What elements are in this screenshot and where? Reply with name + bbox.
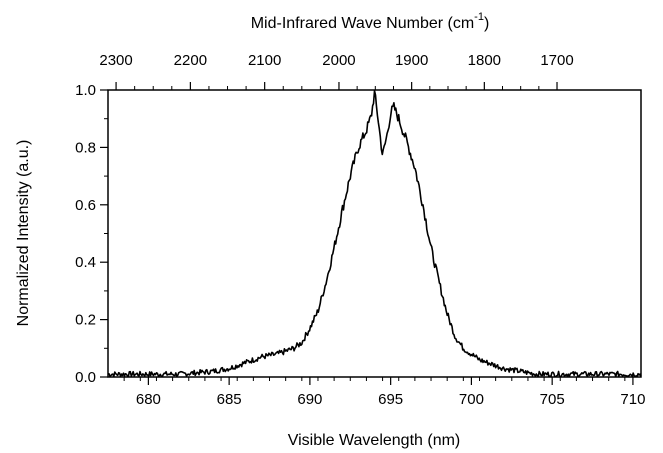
top-tick-label: 2100 (248, 52, 281, 69)
y-tick-label: 0.6 (75, 197, 96, 214)
top-tick-label: 2300 (99, 52, 132, 69)
y-tick-label: 1.0 (75, 82, 96, 99)
y-tick-label: 0.4 (75, 254, 96, 271)
top-axis-title-close: ) (484, 15, 489, 32)
top-tick-label: 2200 (174, 52, 207, 69)
y-axis-title: Normalized Intensity (a.u.) (15, 140, 32, 327)
y-tick-label: 0.8 (75, 139, 96, 156)
y-tick-label: 0.0 (75, 369, 96, 386)
x-tick-label: 700 (459, 391, 484, 408)
x-axis-title: Visible Wavelength (nm) (288, 432, 461, 449)
top-tick-label: 2000 (322, 52, 355, 69)
y-tick-label: 0.2 (75, 312, 96, 329)
x-tick-label: 680 (136, 391, 161, 408)
top-axis-ticks: 2300 2200 2100 2000 1900 1800 1700 (99, 52, 574, 90)
top-axis-title: Mid-Infrared Wave Number (cm-1) (251, 11, 490, 32)
top-axis-title-main: Mid-Infrared Wave Number (cm (251, 15, 474, 32)
top-tick-label: 1700 (540, 52, 573, 69)
x-axis-ticks: 680 685 690 695 700 705 710 (123, 377, 645, 408)
plot-area-frame (107, 89, 642, 378)
x-tick-label: 695 (378, 391, 403, 408)
top-tick-label: 1900 (395, 52, 428, 69)
top-tick-label: 1800 (468, 52, 501, 69)
x-tick-label: 685 (217, 391, 242, 408)
x-tick-label: 705 (540, 391, 565, 408)
intensity-series-line (107, 89, 642, 378)
x-tick-label: 710 (620, 391, 645, 408)
y-axis-ticks: 0.0 0.2 0.4 0.6 0.8 1.0 (75, 82, 108, 386)
x-tick-label: 690 (297, 391, 322, 408)
top-axis-title-superscript: -1 (474, 11, 484, 23)
